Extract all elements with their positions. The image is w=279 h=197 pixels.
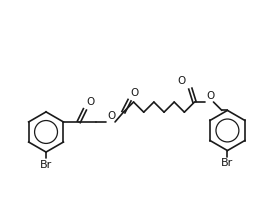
Text: O: O — [131, 88, 139, 98]
Text: O: O — [177, 76, 185, 86]
Text: O: O — [206, 91, 215, 101]
Text: O: O — [86, 97, 94, 107]
Text: Br: Br — [221, 158, 234, 168]
Text: Br: Br — [40, 160, 52, 170]
Text: O: O — [107, 111, 116, 121]
